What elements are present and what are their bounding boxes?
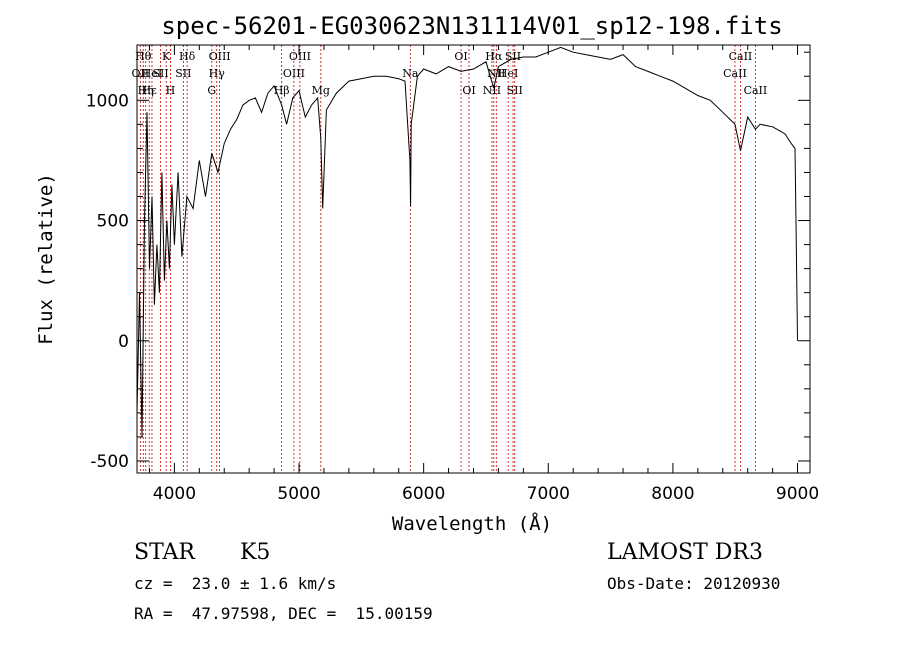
spectral-line-label: CaII — [744, 84, 768, 97]
y-tick-label: 1000 — [86, 91, 129, 111]
spectral-line-label: SII — [507, 84, 523, 97]
x-tick-label: 4000 — [153, 484, 196, 504]
spectral-line-label: H — [166, 84, 176, 97]
x-axis-ticks: 4000 5000 6000 7000 8000 9000 — [148, 45, 819, 504]
spectral-line-label: Hδ — [179, 50, 196, 63]
spectral-line-label: K — [162, 50, 171, 63]
obs-date: Obs-Date: 20120930 — [607, 574, 781, 593]
x-tick-label: 6000 — [402, 484, 445, 504]
spectral-line-label: Hη — [138, 84, 154, 97]
x-tick-label: 7000 — [527, 484, 570, 504]
spectral-line-label: OII — [132, 67, 150, 80]
x-tick-label: 9000 — [776, 484, 819, 504]
spectral-line-markers — [139, 45, 756, 473]
spectral-line-labels: OIIHθHηHεHeISIIKHHδSIIGHγOIIIHβOIIIOIIIM… — [132, 50, 768, 97]
spectral-line-label: HeI — [498, 67, 518, 80]
y-tick-label: 0 — [118, 332, 129, 352]
object-class: STAR — [134, 540, 195, 565]
spectral-line-label: SII — [505, 50, 521, 63]
spectral-line-label: Hθ — [135, 50, 152, 63]
coordinates: RA = 47.97598, DEC = 15.00159 — [134, 604, 433, 623]
spectral-line-label: HeI — [142, 67, 162, 80]
y-tick-label: 500 — [97, 212, 129, 232]
x-tick-label: 5000 — [277, 484, 320, 504]
spectral-line-label: Hγ — [209, 67, 226, 80]
chart-title: spec-56201-EG030623N131114V01_sp12-198.f… — [161, 12, 782, 40]
spectral-line-label: G — [207, 84, 216, 97]
spectral-line-label: Hε — [142, 84, 158, 97]
object-subclass: K5 — [240, 540, 271, 565]
y-tick-label: -500 — [90, 452, 129, 472]
spectral-line-label: CaII — [729, 50, 753, 63]
spectral-line-label: OI — [462, 84, 475, 97]
flux-series-line — [136, 46, 798, 437]
spectral-line-label: SII — [175, 67, 191, 80]
plot-frame — [136, 44, 811, 474]
redshift-value: cz = 23.0 ± 1.6 km/s — [134, 574, 337, 593]
spectral-line-label: OIII — [283, 67, 305, 80]
spectral-line-label: OI — [454, 50, 467, 63]
spectral-line-label: OIII — [209, 50, 231, 63]
spectral-line-label: NII — [487, 67, 505, 80]
spectral-line-label: Na — [402, 67, 419, 80]
spectral-line-label: OIII — [289, 50, 311, 63]
x-tick-label: 8000 — [651, 484, 694, 504]
spectral-line-label: Hα — [485, 50, 503, 63]
survey-name: LAMOST DR3 — [607, 540, 763, 565]
spectral-line-label: SII — [152, 67, 168, 80]
spectral-line-label: CaII — [723, 67, 747, 80]
y-axis-label: Flux (relative) — [35, 173, 57, 345]
y-axis-ticks: -500 0 500 1000 — [86, 51, 810, 472]
x-axis-label: Wavelength (Å) — [392, 512, 552, 535]
spectral-line-label: NII — [483, 84, 501, 97]
spectral-line-label: Mg — [312, 84, 330, 97]
